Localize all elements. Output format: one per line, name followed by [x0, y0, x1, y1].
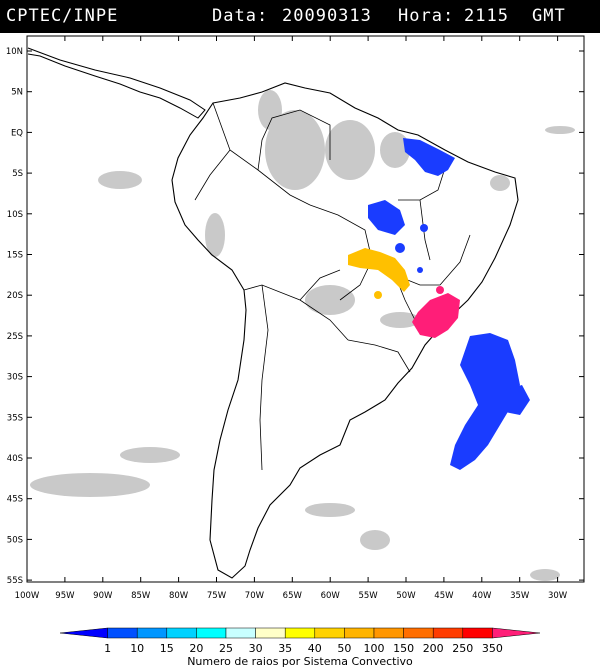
colorbar-swatch	[403, 627, 434, 639]
colorbar-swatch	[59, 627, 108, 639]
colorbar-label: 200	[423, 642, 444, 655]
colorbar-label: 1	[104, 642, 111, 655]
lon-tick-label: 30W	[548, 591, 568, 601]
colorbar-label: 250	[452, 642, 473, 655]
colorbar-swatch	[284, 627, 316, 639]
country-borders	[194, 102, 471, 471]
lon-tick-label: 70W	[245, 591, 265, 601]
lat-tick-label: 5N	[11, 88, 23, 98]
lon-tick-label: 100W	[15, 591, 40, 601]
map-figure: 10N5NEQ5S10S15S20S25S30S35S40S45S50S55S …	[6, 35, 585, 668]
lon-tick-label: 45W	[434, 591, 454, 601]
title-bar: CPTEC/INPE Data: 20090313 Hora: 2115 GMT	[0, 0, 600, 33]
colorbar-swatch	[432, 627, 464, 639]
lat-tick-label: 25S	[7, 332, 23, 342]
lat-tick-label: 20S	[7, 291, 23, 301]
colorbar	[59, 627, 541, 639]
colorbar-label: 10	[130, 642, 144, 655]
lat-tick-label: 50S	[7, 535, 23, 545]
timezone-label: GMT	[532, 6, 566, 26]
date-label: Data:	[212, 6, 269, 26]
lat-tick-label: 15S	[7, 251, 23, 261]
colorbar-label: 35	[278, 642, 292, 655]
lat-tick-label: 40S	[7, 454, 23, 464]
lon-tick-label: 35W	[510, 591, 530, 601]
colorbar-label: 20	[189, 642, 203, 655]
lat-tick-label: EQ	[11, 128, 23, 138]
lon-tick-label: 75W	[207, 591, 227, 601]
lon-tick-label: 90W	[93, 591, 113, 601]
colorbar-swatch	[462, 627, 493, 639]
convective-cells-magenta	[412, 286, 460, 338]
lon-tick-label: 60W	[321, 591, 341, 601]
colorbar-swatch	[344, 627, 375, 639]
convective-cells-blue	[368, 138, 530, 470]
lon-tick-label: 85W	[131, 591, 151, 601]
colorbar-label: 15	[160, 642, 174, 655]
lat-tick-label: 5S	[12, 169, 23, 179]
colorbar-swatch	[373, 627, 404, 639]
lat-tick-label: 45S	[7, 495, 23, 505]
hour-value: 2115	[464, 6, 509, 26]
lon-tick-label: 65W	[283, 591, 303, 601]
colorbar-swatch	[314, 627, 345, 639]
colorbar-labels: 1 10 15 20 25 30 35 40 50 100 150 200 250 350	[104, 642, 503, 655]
colorbar-swatch	[136, 627, 168, 639]
colorbar-label: 40	[308, 642, 322, 655]
cloud-cover	[30, 90, 575, 581]
south-america-outline	[171, 82, 519, 579]
lon-tick-label: 40W	[472, 591, 492, 601]
date-value: 20090313	[282, 6, 372, 26]
colorbar-label: 100	[364, 642, 385, 655]
colorbar-swatch	[107, 627, 138, 639]
lat-tick-label: 55S	[7, 576, 23, 586]
colorbar-label: 50	[337, 642, 351, 655]
colorbar-swatch	[196, 627, 227, 639]
colorbar-swatch	[225, 627, 256, 639]
colorbar-swatch	[492, 627, 541, 639]
colorbar-label: 350	[482, 642, 503, 655]
colorbar-label: 30	[249, 642, 263, 655]
longitude-axis: 100W 95W 90W 85W 80W 75W 70W 65W 60W 55W 50W 45W 40W…	[15, 36, 568, 601]
source-label: CPTEC/INPE	[6, 6, 119, 26]
lat-tick-label: 10N	[6, 47, 23, 57]
lon-tick-label: 55W	[358, 591, 378, 601]
lat-tick-label: 10S	[7, 210, 23, 220]
lon-tick-label: 95W	[55, 591, 75, 601]
colorbar-swatch	[255, 627, 286, 639]
colorbar-caption: Numero de raios por Sistema Convectivo	[187, 655, 413, 668]
colorbar-label: 150	[393, 642, 414, 655]
lon-tick-label: 50W	[396, 591, 416, 601]
lat-tick-label: 30S	[7, 373, 23, 383]
colorbar-label: 25	[219, 642, 233, 655]
colorbar-swatch	[166, 627, 197, 639]
lon-tick-label: 80W	[169, 591, 189, 601]
lat-tick-label: 35S	[7, 413, 23, 423]
latitude-axis: 10N 5N EQ 5S 10S 15S 20S 25S 30S 35S 40S 45S 50S 55S	[6, 47, 584, 586]
central-america-outline	[27, 47, 206, 119]
hour-label: Hora:	[398, 6, 455, 26]
convective-cells-yellow	[348, 248, 410, 299]
